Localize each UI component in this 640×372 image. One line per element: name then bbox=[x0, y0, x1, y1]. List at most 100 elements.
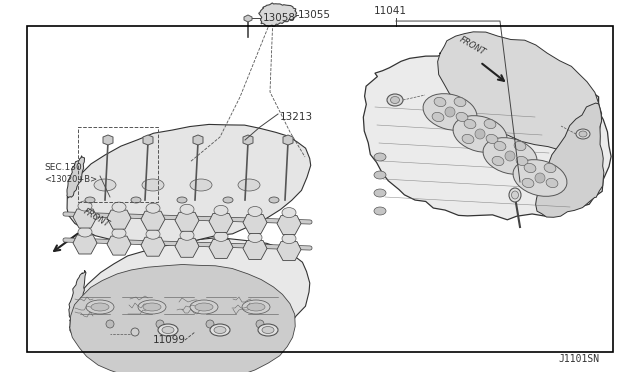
Polygon shape bbox=[364, 50, 611, 220]
Text: SEC.130: SEC.130 bbox=[44, 163, 82, 172]
Ellipse shape bbox=[138, 300, 166, 314]
Polygon shape bbox=[107, 210, 131, 229]
Ellipse shape bbox=[214, 205, 228, 215]
Ellipse shape bbox=[131, 197, 141, 203]
Ellipse shape bbox=[180, 230, 194, 240]
Ellipse shape bbox=[462, 134, 474, 144]
Polygon shape bbox=[193, 135, 203, 145]
Ellipse shape bbox=[242, 300, 270, 314]
Ellipse shape bbox=[524, 163, 536, 173]
Bar bbox=[27, 26, 613, 352]
Ellipse shape bbox=[387, 94, 403, 106]
Ellipse shape bbox=[143, 303, 161, 311]
Circle shape bbox=[106, 320, 114, 328]
Polygon shape bbox=[70, 238, 310, 368]
Ellipse shape bbox=[513, 160, 567, 196]
Ellipse shape bbox=[247, 303, 265, 311]
Ellipse shape bbox=[262, 327, 274, 334]
Circle shape bbox=[475, 129, 485, 139]
Polygon shape bbox=[69, 270, 86, 321]
Ellipse shape bbox=[112, 202, 126, 212]
Ellipse shape bbox=[94, 179, 116, 191]
Ellipse shape bbox=[516, 156, 528, 166]
Ellipse shape bbox=[146, 229, 160, 239]
Circle shape bbox=[156, 320, 164, 328]
Ellipse shape bbox=[456, 112, 468, 122]
Ellipse shape bbox=[390, 96, 399, 103]
Ellipse shape bbox=[576, 129, 590, 139]
Polygon shape bbox=[107, 236, 131, 255]
Text: FRONT: FRONT bbox=[82, 207, 111, 229]
Ellipse shape bbox=[484, 119, 496, 129]
Ellipse shape bbox=[464, 119, 476, 129]
Circle shape bbox=[445, 107, 455, 117]
Polygon shape bbox=[209, 214, 233, 232]
Ellipse shape bbox=[282, 234, 296, 244]
Text: J1101SN: J1101SN bbox=[559, 354, 600, 364]
Ellipse shape bbox=[423, 94, 477, 130]
Polygon shape bbox=[209, 240, 233, 259]
Polygon shape bbox=[103, 135, 113, 145]
Ellipse shape bbox=[486, 134, 498, 144]
Polygon shape bbox=[243, 215, 267, 234]
Ellipse shape bbox=[511, 191, 518, 199]
Ellipse shape bbox=[494, 141, 506, 151]
Ellipse shape bbox=[223, 197, 233, 203]
Polygon shape bbox=[141, 211, 165, 230]
Ellipse shape bbox=[282, 208, 296, 218]
Polygon shape bbox=[67, 156, 84, 198]
Ellipse shape bbox=[453, 116, 507, 153]
Ellipse shape bbox=[579, 131, 587, 137]
Ellipse shape bbox=[248, 206, 262, 217]
Polygon shape bbox=[277, 241, 301, 261]
Ellipse shape bbox=[86, 300, 114, 314]
Text: <13020+B>: <13020+B> bbox=[44, 175, 97, 184]
Ellipse shape bbox=[546, 179, 558, 187]
Polygon shape bbox=[244, 15, 252, 22]
Circle shape bbox=[535, 173, 545, 183]
Polygon shape bbox=[70, 264, 295, 372]
Ellipse shape bbox=[374, 171, 386, 179]
Ellipse shape bbox=[269, 197, 279, 203]
Text: FRONT: FRONT bbox=[458, 35, 488, 57]
Ellipse shape bbox=[434, 97, 446, 107]
Ellipse shape bbox=[374, 153, 386, 161]
Polygon shape bbox=[536, 103, 604, 217]
Ellipse shape bbox=[214, 231, 228, 241]
Ellipse shape bbox=[238, 179, 260, 191]
Ellipse shape bbox=[91, 303, 109, 311]
Polygon shape bbox=[175, 238, 199, 257]
Polygon shape bbox=[175, 212, 199, 231]
Ellipse shape bbox=[85, 197, 95, 203]
Ellipse shape bbox=[454, 97, 466, 107]
Polygon shape bbox=[283, 135, 293, 145]
Ellipse shape bbox=[544, 163, 556, 173]
Ellipse shape bbox=[374, 207, 386, 215]
Ellipse shape bbox=[190, 179, 212, 191]
Ellipse shape bbox=[180, 204, 194, 214]
Ellipse shape bbox=[162, 327, 174, 334]
Text: 13213: 13213 bbox=[280, 112, 313, 122]
Ellipse shape bbox=[258, 324, 278, 336]
Polygon shape bbox=[259, 3, 297, 27]
Ellipse shape bbox=[142, 179, 164, 191]
Circle shape bbox=[505, 151, 515, 161]
Polygon shape bbox=[277, 216, 301, 235]
Circle shape bbox=[131, 328, 139, 336]
Ellipse shape bbox=[78, 227, 92, 237]
Ellipse shape bbox=[483, 138, 537, 174]
Polygon shape bbox=[243, 241, 267, 260]
Polygon shape bbox=[67, 124, 311, 244]
Ellipse shape bbox=[112, 228, 126, 238]
Bar bbox=[78, 127, 158, 202]
Circle shape bbox=[206, 320, 214, 328]
Polygon shape bbox=[438, 32, 602, 149]
Ellipse shape bbox=[158, 324, 178, 336]
Ellipse shape bbox=[177, 197, 187, 203]
Ellipse shape bbox=[509, 188, 521, 202]
Ellipse shape bbox=[492, 156, 504, 166]
Ellipse shape bbox=[190, 300, 218, 314]
Polygon shape bbox=[141, 237, 165, 256]
Polygon shape bbox=[73, 209, 97, 228]
Ellipse shape bbox=[78, 201, 92, 211]
